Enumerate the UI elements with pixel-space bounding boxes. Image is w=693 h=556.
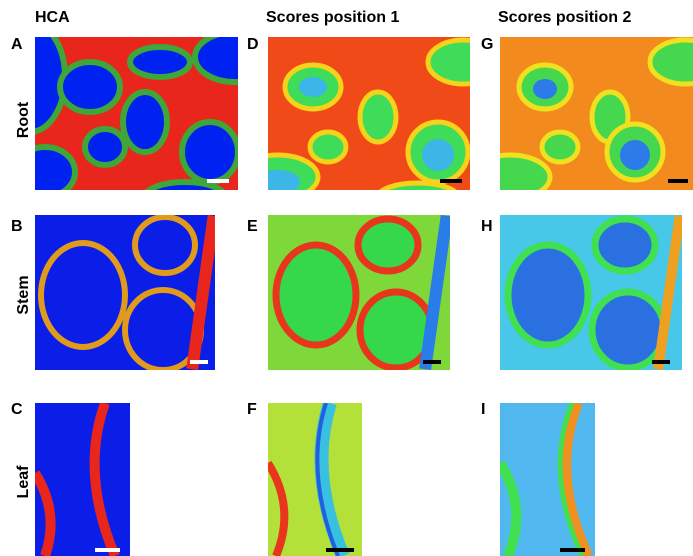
panel-letter: E: [247, 218, 258, 235]
image-panel: [500, 215, 685, 370]
image-panel: [268, 403, 362, 556]
row-label: Root: [15, 101, 32, 138]
image-panel: [0, 22, 275, 212]
image-panel: [268, 215, 453, 370]
image-panel: [500, 403, 595, 556]
image-panel: [35, 215, 220, 370]
column-header: Scores position 2: [498, 9, 631, 26]
panel-letter: A: [11, 36, 23, 53]
panel-letter: B: [11, 218, 23, 235]
row-label: Stem: [15, 275, 32, 314]
image-panel: [238, 37, 498, 211]
figure: HCA Scores position 1 Scores position 2 …: [0, 0, 693, 556]
image-panel: [35, 403, 130, 556]
column-header: HCA: [35, 9, 70, 26]
panel-letter: D: [247, 36, 259, 53]
column-header: Scores position 1: [266, 9, 399, 26]
row-label: Leaf: [15, 465, 32, 499]
panel-letter: G: [481, 36, 493, 53]
panel-letter: F: [247, 401, 257, 418]
image-panel: [470, 37, 693, 199]
panel-letter: H: [481, 218, 493, 235]
panel-letter: C: [11, 401, 23, 418]
panel-letter: I: [481, 401, 485, 418]
